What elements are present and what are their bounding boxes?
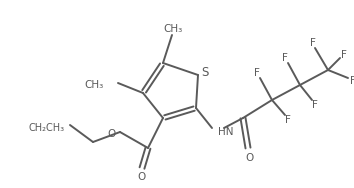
Text: F: F	[285, 115, 291, 125]
Text: F: F	[312, 100, 318, 110]
Text: F: F	[282, 53, 288, 63]
Text: F: F	[350, 76, 354, 86]
Text: CH₃: CH₃	[164, 24, 183, 34]
Text: O: O	[138, 172, 146, 182]
Text: HN: HN	[218, 127, 234, 137]
Text: O: O	[246, 153, 254, 163]
Text: F: F	[341, 50, 347, 60]
Text: CH₃: CH₃	[85, 80, 104, 90]
Text: F: F	[254, 68, 260, 78]
Text: S: S	[201, 67, 209, 80]
Text: CH₂CH₃: CH₂CH₃	[29, 123, 65, 133]
Text: O: O	[108, 129, 116, 139]
Text: F: F	[310, 38, 316, 48]
